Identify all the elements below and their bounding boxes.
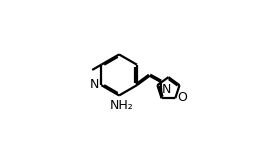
Text: N: N — [161, 83, 171, 96]
Text: O: O — [178, 91, 188, 105]
Text: NH₂: NH₂ — [110, 99, 134, 112]
Text: N: N — [90, 78, 99, 91]
